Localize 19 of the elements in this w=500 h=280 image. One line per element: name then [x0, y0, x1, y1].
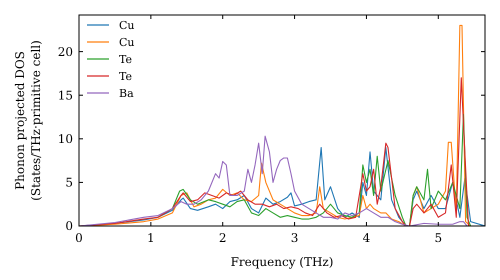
x-tick-label: 5 — [434, 231, 442, 245]
y-tick-label: 0 — [65, 219, 73, 234]
y-tick-label: 15 — [58, 88, 73, 102]
legend-label: Cu — [119, 18, 135, 32]
legend-label: Ba — [119, 86, 134, 100]
x-tick-label: 0 — [75, 231, 83, 245]
x-tick-label: 1 — [147, 231, 155, 245]
y-tick-label: 20 — [58, 44, 73, 59]
legend-label: Te — [119, 52, 132, 66]
legend-label: Te — [119, 70, 132, 83]
legend-label: Cu — [119, 36, 135, 49]
x-tick-label: 2 — [218, 231, 227, 245]
x-tick-label: 3 — [290, 231, 298, 245]
y-tick-label: 10 — [58, 132, 73, 146]
y-axis-title: Phonon projected DOS (States/THz·primitive cell) — [13, 40, 43, 201]
y-tick-label: 5 — [65, 176, 73, 190]
x-tick-label: 4 — [362, 231, 371, 245]
line-series — [79, 136, 468, 226]
x-axis-title: Frequency (THz) — [230, 255, 334, 269]
